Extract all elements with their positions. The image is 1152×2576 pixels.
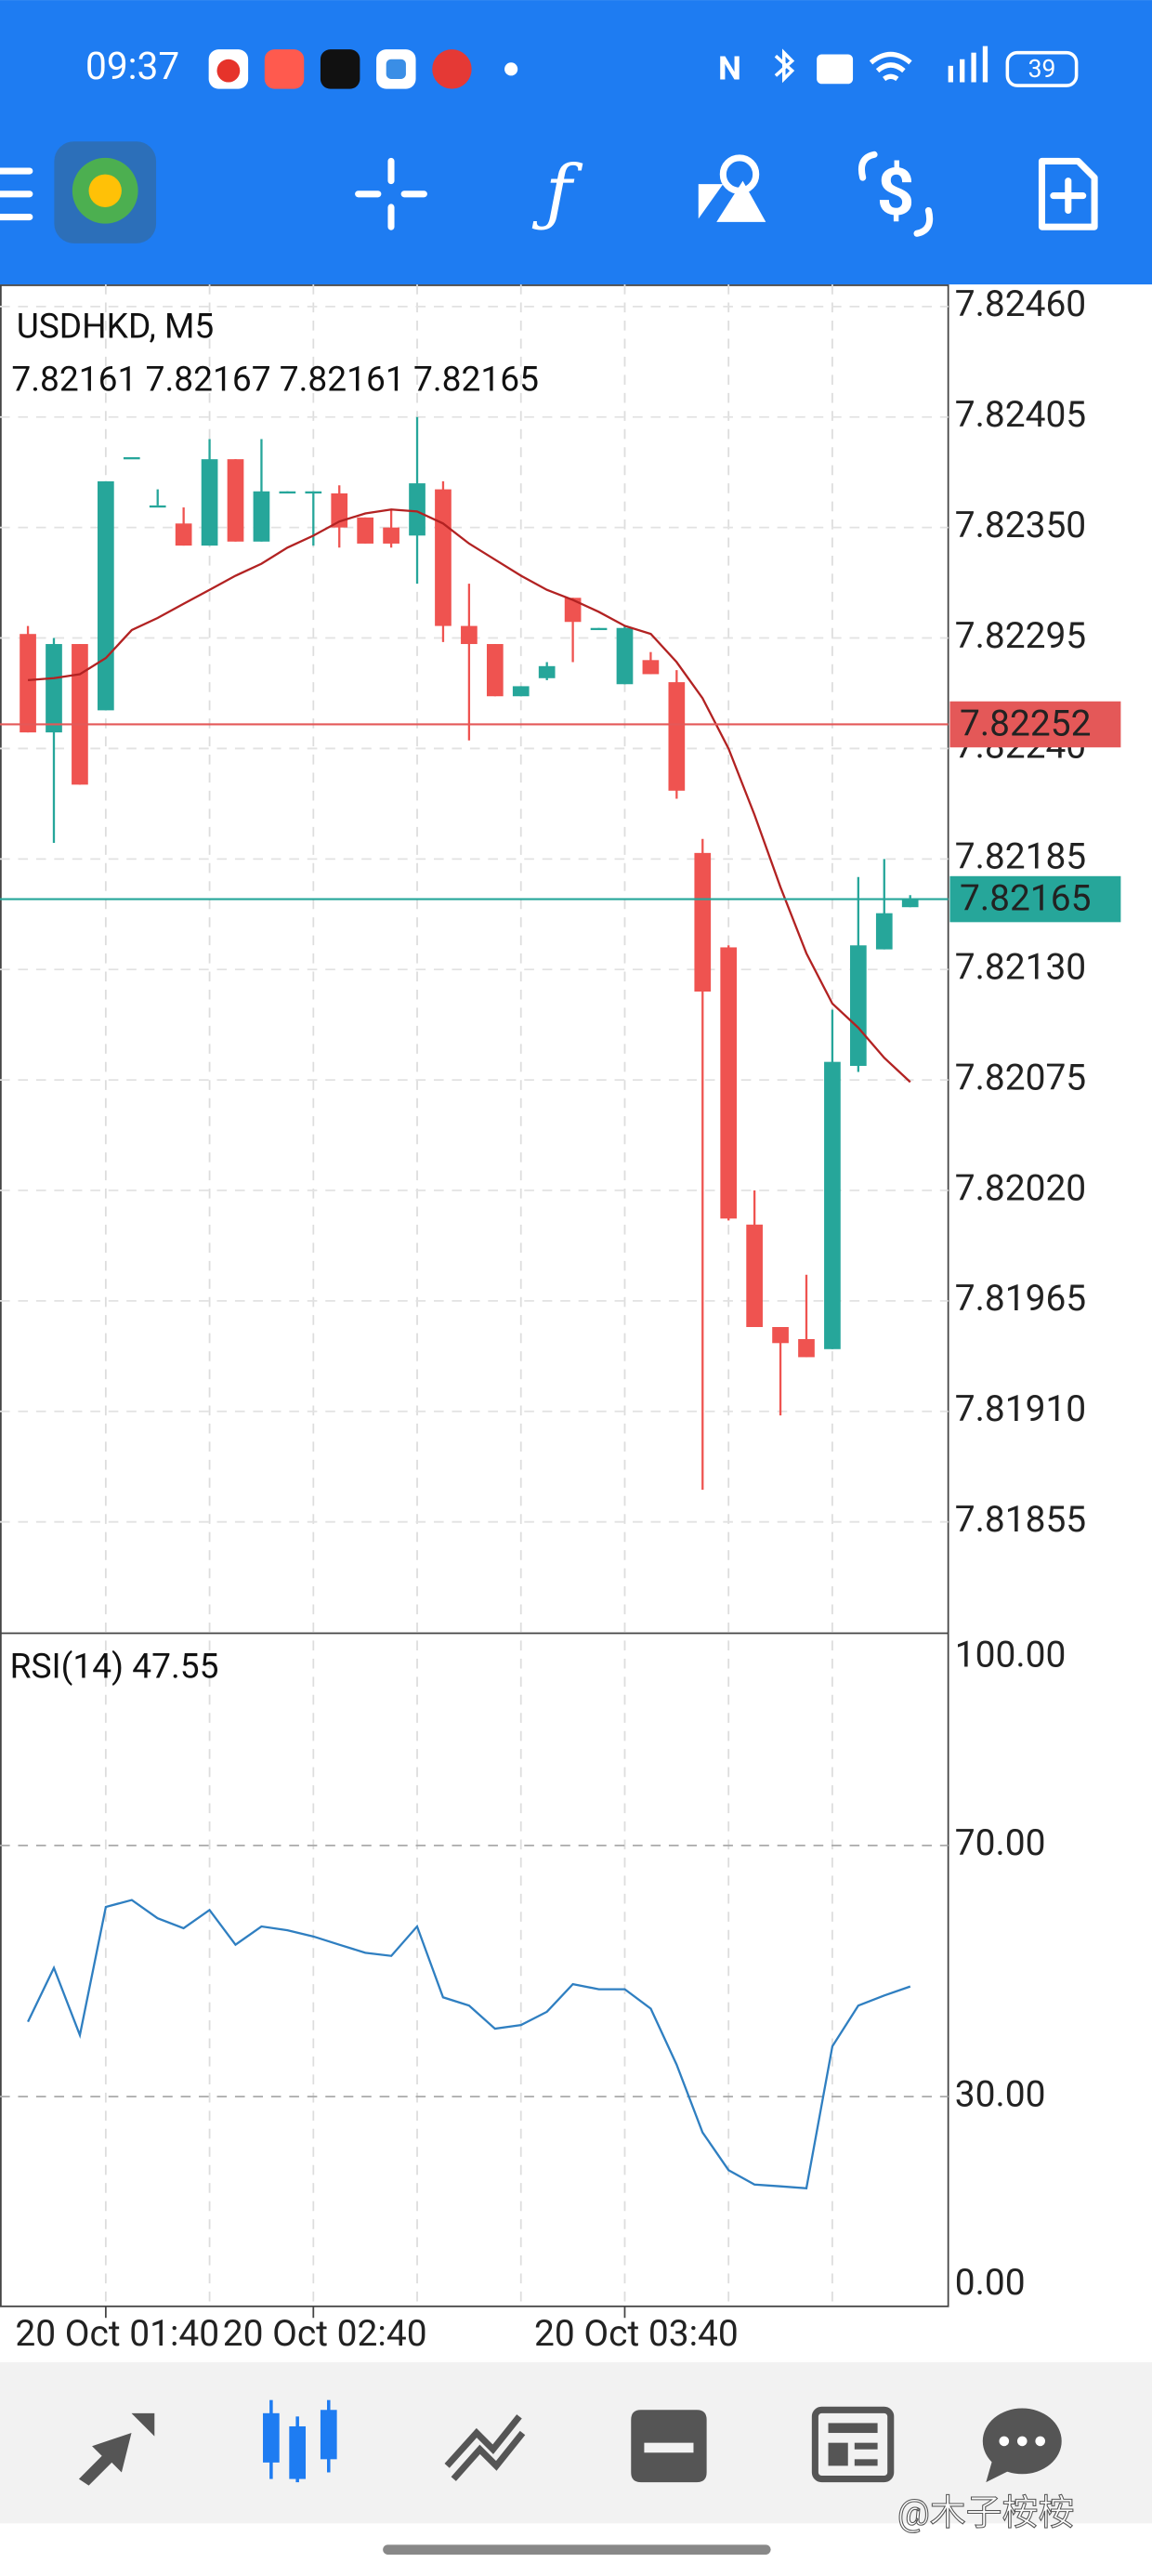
candle-body: [383, 527, 399, 544]
y-tick-label: 7.82405: [955, 394, 1086, 436]
ohlc-readout: 7.82161 7.82167 7.82161 7.82165: [11, 360, 539, 400]
app-logo[interactable]: [54, 141, 157, 243]
y-tick-label: 7.82185: [955, 836, 1086, 878]
candle-body: [798, 1338, 815, 1358]
y-tick-label: 7.82295: [955, 615, 1086, 657]
plot: 20 Oct 01:40 20 Oct 02:40 20 Oct 03:40 7.82…: [0, 283, 1121, 2355]
candle-body: [512, 686, 530, 697]
nav-chart[interactable]: [263, 2399, 337, 2483]
y-tick-label: 100.00: [955, 1634, 1067, 1676]
candle-body: [824, 1061, 841, 1349]
y-tick-label: 7.82460: [955, 283, 1086, 325]
ohlc-low: 7.82161: [280, 360, 405, 400]
candle-body: [149, 505, 166, 508]
objects-button[interactable]: [698, 154, 766, 222]
battery-level: 39: [1028, 55, 1056, 84]
rsi-value: 47.55: [132, 1647, 218, 1687]
candle-body: [461, 625, 478, 645]
price-tag-label: 7.82165: [960, 878, 1091, 920]
candle-body: [772, 1327, 789, 1344]
nav-messages[interactable]: [982, 2408, 1062, 2483]
candle-body: [123, 456, 140, 460]
candle-body: [227, 459, 244, 542]
y-tick-label: 30.00: [955, 2073, 1046, 2115]
y-tick-label: 0.00: [955, 2262, 1026, 2304]
crosshair-button[interactable]: [355, 157, 427, 230]
x-tick-label: 20 Oct 02:40: [223, 2313, 427, 2355]
y-tick-label: 7.82020: [955, 1167, 1086, 1209]
candle-body: [901, 899, 919, 908]
menu-button[interactable]: [0, 167, 33, 221]
nav-news[interactable]: [811, 2406, 895, 2483]
rsi-line: [27, 1899, 911, 2190]
candle-body: [331, 493, 348, 528]
y-tick-label: 7.81855: [955, 1499, 1086, 1541]
svg-text:N: N: [718, 48, 741, 87]
candle-body: [20, 634, 36, 733]
candle-body: [746, 1224, 763, 1328]
nav-quotes[interactable]: [78, 2412, 155, 2486]
svg-text:$: $: [877, 154, 915, 231]
y-tick-label: 7.82075: [955, 1057, 1086, 1098]
candle-body: [305, 491, 322, 494]
notification-icons: [208, 49, 518, 89]
candle-body: [175, 523, 192, 546]
candle-body: [642, 660, 660, 675]
candle-body: [98, 480, 114, 711]
candle-body: [253, 491, 270, 542]
chart-frame: [0, 284, 949, 2307]
bottom-nav: [0, 2361, 1152, 2524]
candle-body: [538, 665, 556, 678]
y-tick-label: 7.81965: [955, 1278, 1086, 1320]
y-tick-label: 70.00: [955, 1822, 1046, 1864]
candle-body: [616, 627, 634, 685]
candle-body: [201, 459, 218, 546]
system-icons: N: [718, 46, 1079, 87]
nav-trade[interactable]: [444, 2414, 526, 2481]
candle-body: [875, 913, 893, 950]
ohlc-high: 7.82167: [146, 360, 271, 400]
chart-title: USDHKD, M5: [17, 308, 215, 348]
candle-body: [590, 627, 608, 631]
ohlc-close: 7.82165: [413, 360, 539, 400]
candle-body: [564, 598, 582, 623]
candle-body: [720, 947, 738, 1219]
moving-average: [27, 508, 911, 1084]
x-tick-label: 20 Oct 03:40: [534, 2313, 739, 2355]
rsi-readout: RSI(14) 47.55: [10, 1647, 219, 1687]
app-bar: [0, 0, 1152, 285]
candle-body: [46, 644, 62, 733]
candle-body: [694, 852, 712, 992]
candle-body: [435, 489, 452, 626]
x-tick-label: 20 Oct 01:40: [15, 2313, 219, 2355]
candle-body: [486, 644, 504, 697]
y-tick-label: 7.82130: [955, 947, 1086, 989]
new-order-button[interactable]: [1038, 157, 1098, 230]
candle-body: [668, 682, 686, 791]
price-tag: [949, 875, 1121, 923]
price-tag: [949, 701, 1121, 748]
candle-body: [72, 644, 88, 785]
clock: 09:37: [85, 44, 179, 88]
price-tag-label: 7.82252: [960, 703, 1091, 745]
candle-body: [850, 945, 867, 1066]
y-tick-label: 7.82350: [955, 505, 1086, 546]
ohlc-open: 7.82161: [11, 360, 137, 400]
home-indicator: [383, 2544, 771, 2555]
watermark: @木子桉桉: [897, 2492, 1075, 2534]
trade-button[interactable]: $: [857, 151, 934, 237]
candle-body: [409, 483, 425, 536]
candle-body: [357, 517, 374, 544]
rsi-title: RSI(14): [10, 1647, 124, 1687]
y-tick-label: 7.81910: [955, 1388, 1086, 1430]
candle-body: [279, 491, 296, 494]
nav-history[interactable]: [631, 2410, 707, 2483]
